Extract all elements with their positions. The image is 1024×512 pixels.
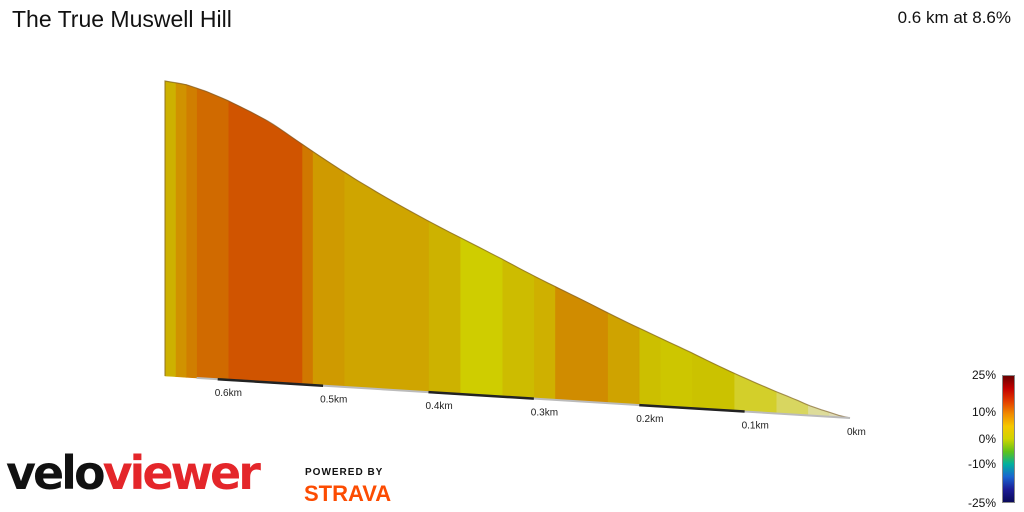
- distance-tick-label-2: 0.4km: [426, 401, 453, 412]
- gradient-segment-8: [554, 285, 608, 404]
- gradient-segment-18: [185, 84, 197, 379]
- distance-tick-label-5: 0.1km: [742, 421, 769, 432]
- distance-tick-label-4: 0.2km: [636, 414, 663, 425]
- gradient-segment-10: [501, 258, 535, 399]
- logo-velo: velo: [6, 446, 106, 500]
- distance-band-0: [639, 403, 745, 413]
- gradient-segment-5: [659, 337, 693, 409]
- gradient-segment-2: [775, 391, 809, 416]
- gradient-segment-19: [175, 82, 187, 378]
- gradient-segment-16: [227, 100, 303, 385]
- gradient-segment-11: [459, 237, 503, 398]
- legend-label-minus-10: -10%: [967, 457, 996, 471]
- veloviewer-logo: veloviewer: [6, 450, 261, 496]
- gradient-segment-4: [691, 352, 735, 412]
- gradient-segment-17: [196, 87, 229, 381]
- gradient-segment-15: [301, 143, 313, 386]
- profile-outline: [164, 80, 851, 419]
- strava-logo: STRAVA: [304, 481, 392, 506]
- powered-by-label: POWERED BY: [305, 467, 384, 478]
- gradient-segments: [164, 80, 851, 419]
- gradient-segment-3: [733, 372, 777, 414]
- legend-label-minus-25: -25%: [967, 496, 996, 510]
- gradient-legend-bar: [1002, 375, 1015, 503]
- gradient-segment-14: [312, 150, 345, 388]
- gradient-segment-6: [638, 327, 661, 407]
- distance-tick-label-3: 0.3km: [531, 408, 558, 419]
- distance-tick-label-6: 0km: [847, 427, 866, 438]
- climb-summary: 0.6 km at 8.6%: [897, 8, 1011, 27]
- legend-label-10: 10%: [971, 405, 996, 419]
- gradient-segment-12: [428, 220, 461, 395]
- chart-title: The True Muswell Hill: [12, 6, 232, 32]
- legend-label-25: 25%: [971, 368, 996, 382]
- gradient-segment-13: [343, 171, 429, 393]
- legend-label-0: 0%: [978, 432, 996, 446]
- distance-band-1: [428, 390, 534, 400]
- distance-tick-label-1: 0.5km: [320, 395, 347, 406]
- distance-axis-ticks: 0.6km 0.5km 0.4km 0.3km 0.2km 0.1km 0km: [215, 377, 866, 438]
- gradient-segment-7: [607, 312, 640, 406]
- gradient-segment-9: [533, 275, 556, 401]
- gradient-segment-20: [164, 80, 176, 377]
- distance-tick-label-0: 0.6km: [215, 388, 242, 399]
- logo-viewer: viewer: [102, 446, 261, 500]
- distance-band-2: [217, 377, 324, 387]
